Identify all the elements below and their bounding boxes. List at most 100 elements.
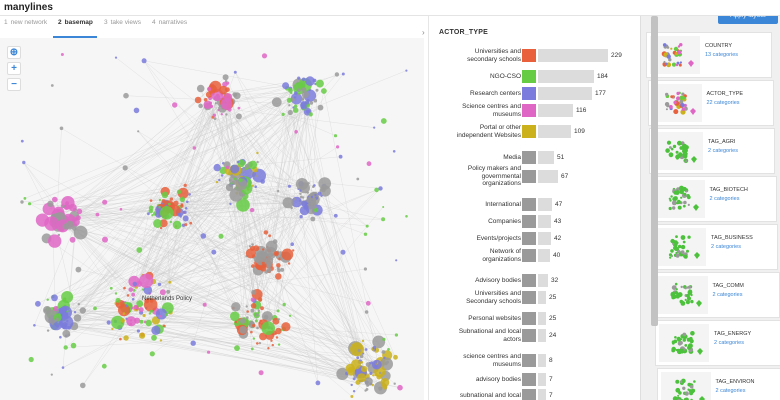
graph-node[interactable] — [159, 206, 174, 220]
graph-node[interactable] — [50, 373, 53, 376]
graph-node[interactable] — [250, 308, 255, 313]
graph-node[interactable] — [315, 79, 324, 88]
graph-node[interactable] — [151, 214, 154, 217]
graph-node[interactable] — [350, 395, 354, 398]
graph-node[interactable] — [230, 311, 240, 322]
graph-node[interactable] — [159, 339, 163, 342]
graph-node[interactable] — [357, 373, 367, 383]
category-color-swatch[interactable] — [522, 312, 536, 325]
graph-node[interactable] — [333, 134, 338, 138]
graph-node[interactable] — [372, 345, 377, 350]
graph-node[interactable] — [356, 177, 360, 181]
graph-node[interactable] — [395, 259, 398, 262]
graph-node[interactable] — [61, 366, 65, 369]
graph-node[interactable] — [52, 196, 58, 203]
graph-node[interactable] — [250, 297, 255, 302]
graph-node[interactable] — [288, 88, 293, 93]
graph-node[interactable] — [145, 319, 152, 327]
graph-node[interactable] — [405, 215, 408, 218]
graph-node[interactable] — [234, 345, 240, 351]
category-color-swatch[interactable] — [522, 274, 536, 287]
graph-node[interactable] — [151, 325, 161, 335]
graph-node[interactable] — [393, 354, 398, 360]
graph-node[interactable] — [366, 161, 372, 167]
graph-node[interactable] — [198, 103, 203, 109]
graph-node[interactable] — [93, 306, 97, 311]
graph-node[interactable] — [139, 319, 144, 324]
graph-node[interactable] — [293, 96, 297, 99]
tab-new-network[interactable]: 1 new network — [4, 19, 47, 26]
graph-node[interactable] — [380, 378, 390, 387]
graph-node[interactable] — [132, 281, 137, 287]
graph-node[interactable] — [138, 307, 144, 313]
graph-node[interactable] — [62, 205, 66, 208]
graph-node[interactable] — [229, 179, 232, 182]
layout-category-count[interactable]: 2 categories — [709, 196, 740, 202]
layout-card[interactable]: TAG_AGRI 2 categories — [649, 128, 775, 174]
graph-node[interactable] — [148, 312, 152, 315]
graph-node[interactable] — [59, 126, 64, 131]
graph-node[interactable] — [281, 112, 285, 116]
graph-node[interactable] — [255, 342, 259, 345]
graph-node[interactable] — [210, 104, 213, 108]
graph-node[interactable] — [119, 207, 123, 211]
graph-node[interactable] — [102, 236, 108, 243]
graph-node[interactable] — [260, 179, 266, 184]
graph-node[interactable] — [292, 106, 295, 109]
graph-node[interactable] — [132, 288, 136, 292]
graph-node[interactable] — [196, 84, 205, 93]
graph-node[interactable] — [380, 118, 387, 124]
graph-node[interactable] — [239, 318, 246, 324]
graph-node[interactable] — [374, 360, 378, 364]
graph-node[interactable] — [79, 307, 87, 314]
graph-node[interactable] — [307, 195, 317, 205]
graph-node[interactable] — [61, 196, 75, 210]
layout-card[interactable]: TAG_BUSINESS 2 categories — [652, 224, 778, 270]
graph-node[interactable] — [251, 184, 254, 187]
graph-node[interactable] — [290, 91, 293, 95]
graph-node[interactable] — [184, 223, 188, 227]
graph-node[interactable] — [220, 113, 223, 116]
graph-node[interactable] — [183, 210, 187, 214]
graph-node[interactable] — [148, 205, 154, 211]
graph-node[interactable] — [225, 113, 228, 116]
graph-node[interactable] — [282, 302, 286, 307]
graph-node[interactable] — [392, 150, 396, 153]
graph-node[interactable] — [315, 380, 321, 386]
graph-node[interactable] — [261, 321, 276, 336]
graph-node[interactable] — [213, 117, 217, 120]
graph-node[interactable] — [33, 324, 36, 327]
graph-node[interactable] — [256, 151, 259, 155]
graph-node[interactable] — [257, 297, 263, 302]
graph-node[interactable] — [47, 200, 54, 207]
graph-node[interactable] — [373, 126, 376, 129]
graph-node[interactable] — [334, 72, 340, 77]
graph-node[interactable] — [301, 77, 306, 82]
tab-take-views[interactable]: 3 take views — [104, 19, 141, 26]
graph-node[interactable] — [315, 88, 319, 92]
graph-node[interactable] — [293, 107, 299, 113]
graph-node[interactable] — [133, 304, 139, 310]
graph-node[interactable] — [173, 200, 179, 206]
graph-node[interactable] — [233, 70, 237, 74]
graph-node[interactable] — [76, 208, 83, 215]
graph-node[interactable] — [250, 330, 253, 334]
graph-node[interactable] — [188, 193, 191, 196]
graph-node[interactable] — [314, 208, 319, 213]
graph-node[interactable] — [290, 93, 303, 105]
graph-node[interactable] — [277, 267, 280, 270]
category-color-swatch[interactable] — [522, 87, 536, 100]
graph-node[interactable] — [213, 163, 221, 172]
graph-node[interactable] — [73, 311, 77, 314]
graph-node[interactable] — [137, 130, 140, 133]
network-graph[interactable]: Netherlands Policy — [0, 38, 424, 400]
graph-node[interactable] — [147, 212, 150, 216]
graph-node[interactable] — [123, 335, 129, 341]
category-color-swatch[interactable] — [522, 232, 536, 245]
layout-card[interactable]: TAG_BIOTECH 2 categories — [650, 176, 777, 222]
graph-node[interactable] — [361, 366, 368, 373]
graph-node[interactable] — [306, 109, 310, 114]
graph-node[interactable] — [44, 216, 59, 231]
graph-node[interactable] — [207, 86, 212, 92]
graph-node[interactable] — [301, 87, 307, 93]
